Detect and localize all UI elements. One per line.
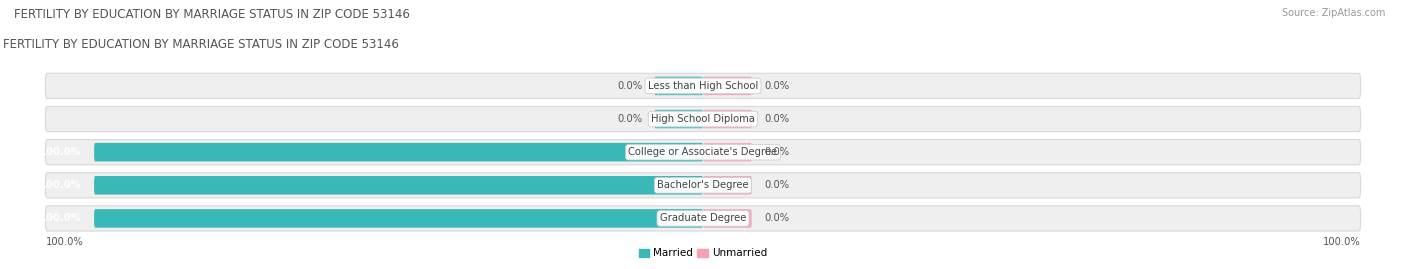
FancyBboxPatch shape: [45, 73, 1361, 98]
Legend: Married, Unmarried: Married, Unmarried: [634, 244, 772, 263]
FancyBboxPatch shape: [703, 110, 752, 128]
FancyBboxPatch shape: [94, 209, 703, 228]
Text: 0.0%: 0.0%: [763, 213, 789, 224]
FancyBboxPatch shape: [703, 176, 752, 194]
FancyBboxPatch shape: [45, 206, 1361, 231]
FancyBboxPatch shape: [703, 209, 752, 228]
Text: FERTILITY BY EDUCATION BY MARRIAGE STATUS IN ZIP CODE 53146: FERTILITY BY EDUCATION BY MARRIAGE STATU…: [14, 8, 411, 21]
Text: Source: ZipAtlas.com: Source: ZipAtlas.com: [1281, 8, 1385, 18]
FancyBboxPatch shape: [45, 173, 1361, 198]
Text: Less than High School: Less than High School: [648, 81, 758, 91]
FancyBboxPatch shape: [703, 143, 752, 161]
Text: FERTILITY BY EDUCATION BY MARRIAGE STATUS IN ZIP CODE 53146: FERTILITY BY EDUCATION BY MARRIAGE STATU…: [3, 38, 399, 51]
Text: High School Diploma: High School Diploma: [651, 114, 755, 124]
FancyBboxPatch shape: [654, 110, 703, 128]
Text: 0.0%: 0.0%: [617, 81, 643, 91]
FancyBboxPatch shape: [45, 107, 1361, 132]
Text: 0.0%: 0.0%: [763, 114, 789, 124]
Text: College or Associate's Degree: College or Associate's Degree: [628, 147, 778, 157]
FancyBboxPatch shape: [94, 176, 703, 194]
Text: 0.0%: 0.0%: [763, 147, 789, 157]
FancyBboxPatch shape: [45, 140, 1361, 165]
Text: 100.0%: 100.0%: [41, 213, 82, 224]
Text: 0.0%: 0.0%: [763, 180, 789, 190]
Text: 100.0%: 100.0%: [41, 147, 82, 157]
Text: 0.0%: 0.0%: [763, 81, 789, 91]
Text: 100.0%: 100.0%: [41, 180, 82, 190]
Text: Bachelor's Degree: Bachelor's Degree: [657, 180, 749, 190]
FancyBboxPatch shape: [94, 143, 703, 161]
FancyBboxPatch shape: [654, 77, 703, 95]
Text: 100.0%: 100.0%: [1323, 237, 1361, 247]
Text: Graduate Degree: Graduate Degree: [659, 213, 747, 224]
Text: 100.0%: 100.0%: [45, 237, 83, 247]
FancyBboxPatch shape: [703, 77, 752, 95]
Text: 0.0%: 0.0%: [617, 114, 643, 124]
